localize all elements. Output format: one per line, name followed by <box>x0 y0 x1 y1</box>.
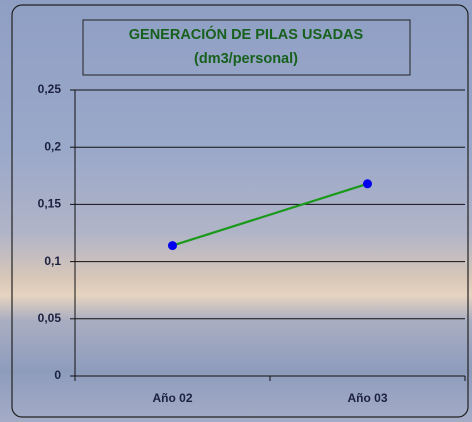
x-tick-label: Año 03 <box>347 391 387 405</box>
x-tick-label: Año 02 <box>152 391 192 405</box>
data-point <box>168 241 177 251</box>
y-tick-label: 0 <box>54 368 61 382</box>
data-point <box>363 179 372 189</box>
y-tick-label: 0,15 <box>38 197 62 211</box>
chart-title: GENERACIÓN DE PILAS USADAS <box>129 25 364 43</box>
y-tick-label: 0,05 <box>38 311 62 325</box>
chart-subtitle: (dm3/personal) <box>194 51 298 67</box>
y-tick-label: 0,25 <box>38 82 62 96</box>
y-tick-label: 0,2 <box>44 139 61 153</box>
chart-border <box>11 4 469 418</box>
title-box <box>82 19 411 76</box>
series-line <box>172 182 368 247</box>
y-tick-label: 0,1 <box>44 254 61 268</box>
